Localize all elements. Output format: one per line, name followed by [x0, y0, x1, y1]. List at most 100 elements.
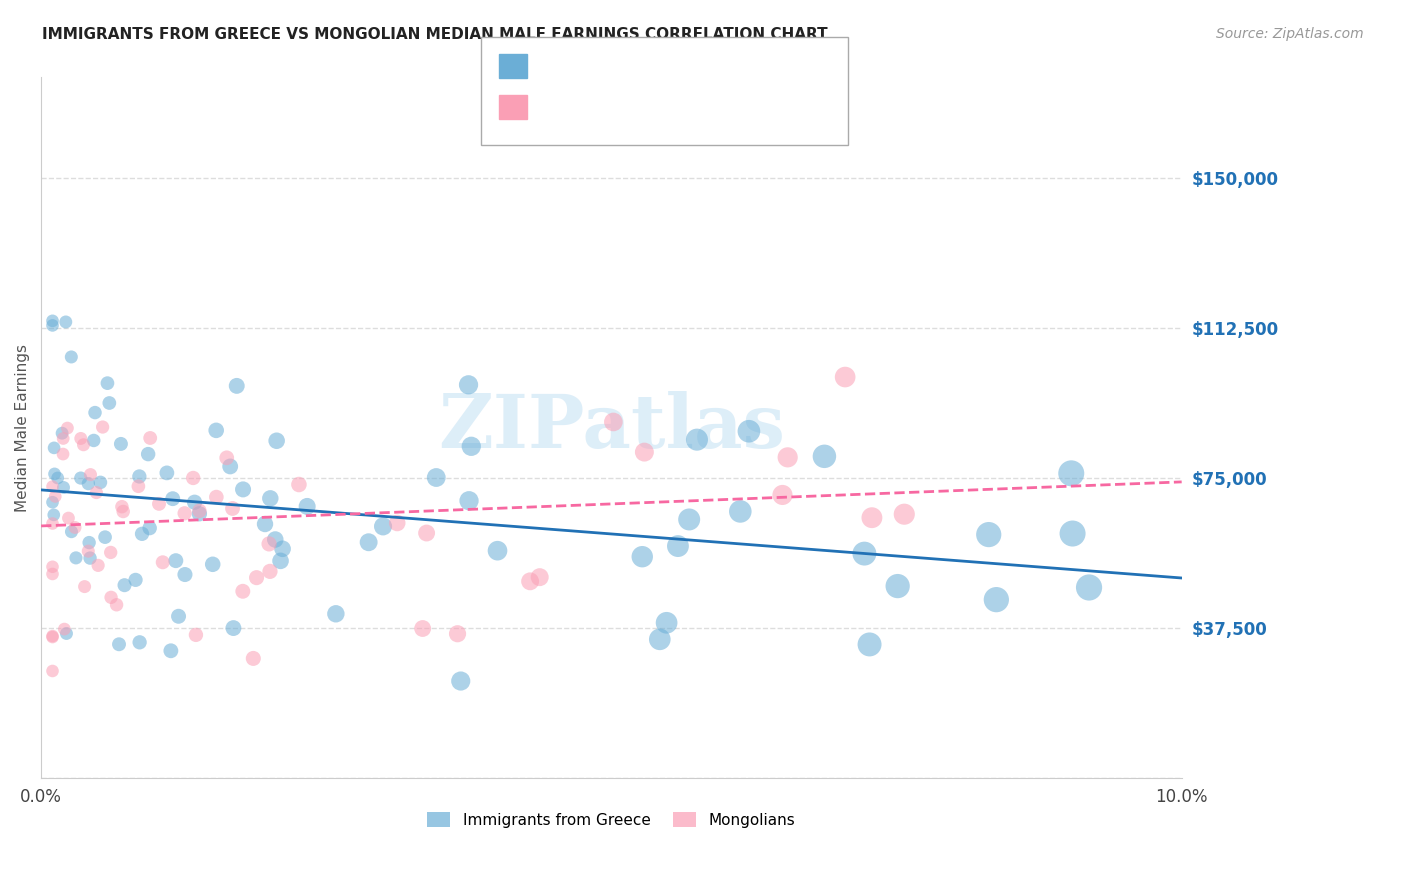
Point — [52, 480, 75, 494]
Point — [41, 629, 63, 643]
Point — [183, 495, 205, 509]
Point — [666, 539, 689, 553]
Point — [131, 526, 153, 541]
Point — [205, 490, 228, 504]
Point — [387, 516, 409, 530]
Point — [686, 433, 709, 447]
Point — [138, 521, 160, 535]
Point — [79, 467, 101, 482]
Point — [41, 495, 63, 509]
Point — [112, 504, 135, 518]
Point — [77, 476, 100, 491]
Point — [56, 421, 79, 435]
Point — [181, 471, 204, 485]
Point — [1078, 581, 1101, 595]
Point — [446, 626, 468, 640]
Point — [201, 558, 224, 572]
Point — [215, 450, 238, 465]
Point — [270, 554, 292, 568]
Point — [114, 578, 136, 592]
Point — [858, 637, 880, 651]
Point — [295, 500, 318, 514]
Point — [232, 584, 254, 599]
Point — [221, 501, 243, 516]
Point — [834, 370, 856, 384]
Point — [602, 415, 624, 429]
Point — [41, 559, 63, 574]
Point — [162, 491, 184, 506]
Point — [325, 607, 347, 621]
Point — [100, 591, 122, 605]
Point — [167, 609, 190, 624]
Point — [52, 432, 75, 446]
Point — [486, 543, 509, 558]
Point — [678, 512, 700, 526]
Text: 57: 57 — [702, 97, 724, 115]
Point — [105, 598, 128, 612]
Point — [853, 547, 876, 561]
Point — [41, 318, 63, 333]
Y-axis label: Median Male Earnings: Median Male Earnings — [15, 343, 30, 512]
Text: ZIPatlas: ZIPatlas — [437, 392, 785, 465]
Point — [41, 566, 63, 581]
Point — [58, 511, 80, 525]
Point — [69, 432, 91, 446]
Point — [371, 519, 394, 533]
Point — [52, 447, 75, 461]
Point — [986, 592, 1008, 607]
Point — [205, 423, 228, 437]
Point — [271, 541, 294, 556]
Point — [648, 632, 671, 647]
Point — [73, 580, 96, 594]
Point — [128, 635, 150, 649]
Point — [165, 554, 187, 568]
Point — [41, 314, 63, 328]
Point — [184, 628, 207, 642]
Point — [245, 571, 267, 585]
Point — [79, 551, 101, 566]
Point — [108, 637, 131, 651]
Point — [72, 438, 94, 452]
Text: R =  0.076   N =: R = 0.076 N = — [536, 99, 665, 113]
Point — [173, 506, 195, 520]
Point — [44, 467, 66, 481]
Point — [219, 459, 242, 474]
Point — [458, 493, 481, 508]
Point — [124, 573, 146, 587]
Point — [46, 471, 69, 485]
Point — [41, 630, 63, 644]
Text: Source: ZipAtlas.com: Source: ZipAtlas.com — [1216, 27, 1364, 41]
Point — [257, 537, 280, 551]
Point — [977, 527, 1000, 541]
Point — [63, 520, 86, 534]
Point — [415, 526, 437, 541]
Point — [259, 565, 281, 579]
Point — [41, 516, 63, 531]
Point — [84, 406, 107, 420]
Point — [55, 315, 77, 329]
Point — [232, 483, 254, 497]
Point — [100, 545, 122, 559]
Point — [136, 447, 159, 461]
Point — [69, 471, 91, 485]
Point — [460, 439, 482, 453]
Point — [42, 508, 65, 522]
Point — [357, 535, 380, 549]
Point — [259, 491, 281, 506]
Point — [893, 507, 915, 521]
Point — [55, 626, 77, 640]
Point — [529, 570, 551, 584]
Point — [655, 615, 678, 630]
Point — [222, 621, 245, 635]
Point — [425, 470, 447, 484]
Point — [188, 504, 211, 518]
Point — [139, 431, 162, 445]
Point — [1062, 526, 1084, 541]
Point — [1060, 467, 1083, 481]
Point — [886, 579, 908, 593]
Legend: Immigrants from Greece, Mongolians: Immigrants from Greece, Mongolians — [422, 805, 801, 834]
Point — [813, 450, 835, 464]
Point — [111, 500, 134, 514]
Point — [41, 479, 63, 493]
Point — [41, 664, 63, 678]
